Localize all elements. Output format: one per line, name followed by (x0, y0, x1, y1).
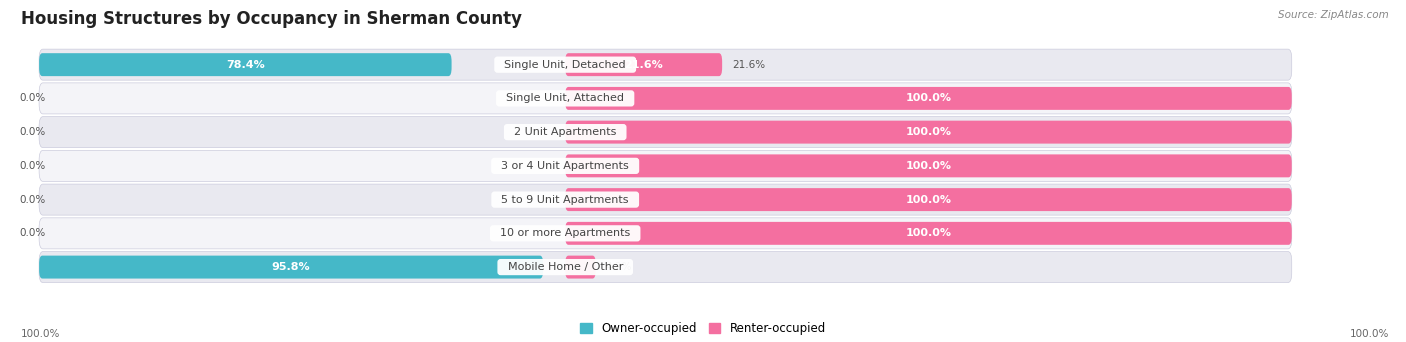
Text: 100.0%: 100.0% (1298, 127, 1341, 137)
FancyBboxPatch shape (39, 184, 1292, 215)
Text: Source: ZipAtlas.com: Source: ZipAtlas.com (1278, 10, 1389, 20)
Text: 100.0%: 100.0% (1298, 93, 1341, 103)
Text: 100.0%: 100.0% (905, 127, 952, 137)
Text: 5 to 9 Unit Apartments: 5 to 9 Unit Apartments (495, 195, 636, 205)
Text: 0.0%: 0.0% (20, 195, 45, 205)
FancyBboxPatch shape (565, 222, 1292, 245)
FancyBboxPatch shape (39, 83, 1292, 114)
Text: 100.0%: 100.0% (1298, 228, 1341, 238)
Legend: Owner-occupied, Renter-occupied: Owner-occupied, Renter-occupied (575, 317, 831, 340)
FancyBboxPatch shape (39, 218, 1292, 249)
Text: 0.0%: 0.0% (20, 161, 45, 171)
Text: 2 Unit Apartments: 2 Unit Apartments (508, 127, 623, 137)
Text: 100.0%: 100.0% (905, 161, 952, 171)
FancyBboxPatch shape (39, 53, 451, 76)
Text: 100.0%: 100.0% (1298, 161, 1341, 171)
Text: 95.8%: 95.8% (271, 262, 311, 272)
FancyBboxPatch shape (565, 188, 1292, 211)
Text: 100.0%: 100.0% (905, 195, 952, 205)
Text: 0.0%: 0.0% (20, 228, 45, 238)
Text: 78.4%: 78.4% (226, 60, 264, 70)
Text: 21.6%: 21.6% (624, 60, 664, 70)
FancyBboxPatch shape (39, 255, 543, 278)
Text: 100.0%: 100.0% (1298, 195, 1341, 205)
Text: 0.0%: 0.0% (20, 93, 45, 103)
Text: 100.0%: 100.0% (21, 329, 60, 339)
Text: 3 or 4 Unit Apartments: 3 or 4 Unit Apartments (495, 161, 636, 171)
FancyBboxPatch shape (565, 255, 596, 278)
Text: Housing Structures by Occupancy in Sherman County: Housing Structures by Occupancy in Sherm… (21, 10, 522, 28)
FancyBboxPatch shape (565, 154, 1292, 177)
Text: Single Unit, Detached: Single Unit, Detached (498, 60, 633, 70)
Text: 100.0%: 100.0% (905, 93, 952, 103)
FancyBboxPatch shape (565, 121, 1292, 144)
FancyBboxPatch shape (39, 150, 1292, 181)
Text: Single Unit, Attached: Single Unit, Attached (499, 93, 631, 103)
FancyBboxPatch shape (39, 252, 1292, 282)
Text: Mobile Home / Other: Mobile Home / Other (501, 262, 630, 272)
FancyBboxPatch shape (39, 49, 1292, 80)
Text: 100.0%: 100.0% (905, 228, 952, 238)
Text: 21.6%: 21.6% (733, 60, 765, 70)
FancyBboxPatch shape (565, 87, 1292, 110)
FancyBboxPatch shape (39, 117, 1292, 148)
Text: 0.0%: 0.0% (20, 127, 45, 137)
Text: 100.0%: 100.0% (1350, 329, 1389, 339)
FancyBboxPatch shape (565, 53, 723, 76)
Text: 10 or more Apartments: 10 or more Apartments (494, 228, 637, 238)
Text: 4.2%: 4.2% (606, 262, 633, 272)
